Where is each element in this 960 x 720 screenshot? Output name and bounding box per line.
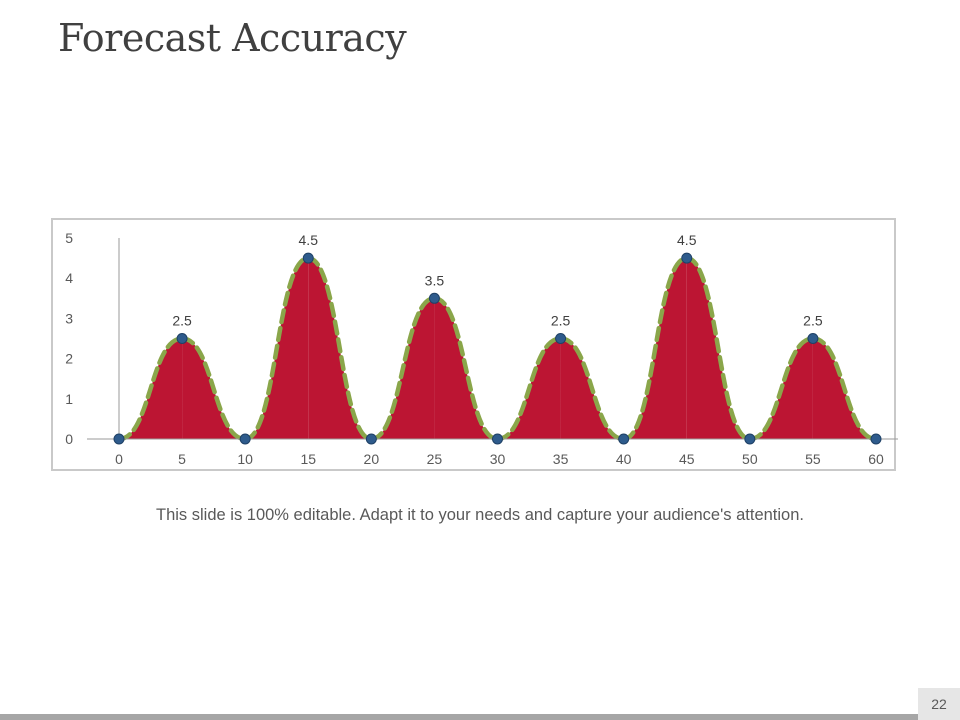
data-label: 4.5 [677, 232, 697, 248]
dashed-line-segment-6 [495, 336, 563, 442]
data-label: 2.5 [172, 313, 192, 329]
area-segment-4 [371, 298, 435, 439]
slide-title: Forecast Accuracy [58, 16, 407, 60]
dashed-line-segment-0 [116, 336, 185, 442]
chart-frame: 0 1 2 3 4 5 0 5 10 15 20 25 30 35 40 45 50 55 60 2.5 4.5 3.5 2… [51, 218, 898, 471]
y-tick-label: 3 [65, 310, 73, 326]
data-label: 3.5 [425, 272, 445, 288]
x-tick-label: 60 [868, 451, 884, 467]
data-point-marker [744, 433, 756, 445]
data-label: 4.5 [299, 232, 319, 248]
x-tick-label: 55 [805, 451, 821, 467]
y-tick-label: 0 [65, 431, 73, 447]
y-tick-label: 1 [65, 391, 73, 407]
x-tick-label: 20 [364, 451, 380, 467]
x-tick-label: 35 [553, 451, 569, 467]
y-tick-label: 2 [65, 351, 73, 367]
data-point-marker [618, 433, 630, 445]
dashed-trend-lines [116, 255, 879, 442]
data-point-marker [681, 252, 693, 264]
dashed-line-segment-3 [306, 255, 374, 442]
y-tick-label: 5 [65, 230, 73, 246]
dashed-line-segment-11 [810, 336, 879, 442]
x-tick-label: 15 [300, 451, 316, 467]
page-number: 22 [918, 688, 960, 720]
x-tick-label: 30 [490, 451, 506, 467]
data-point-marker [302, 252, 314, 264]
dashed-line-segment-1 [179, 336, 248, 442]
x-tick-label: 45 [679, 451, 695, 467]
data-point-marker [870, 433, 882, 445]
y-tick-label: 4 [65, 270, 73, 286]
x-tick-label: 0 [115, 451, 123, 467]
data-point-marker [428, 292, 440, 304]
area-fills [119, 258, 876, 439]
data-point-marker [239, 433, 251, 445]
data-point-marker [365, 433, 377, 445]
data-label: 2.5 [803, 313, 823, 329]
x-tick-label: 25 [427, 451, 443, 467]
data-label: 2.5 [551, 313, 571, 329]
dashed-line-segment-7 [558, 336, 626, 442]
data-point-marker [113, 433, 125, 445]
dashed-line-segment-2 [242, 255, 311, 442]
data-point-marker [807, 333, 819, 344]
slide-caption: This slide is 100% editable. Adapt it to… [156, 506, 804, 524]
data-markers [113, 252, 882, 445]
dashed-line-segment-8 [621, 255, 689, 442]
x-tick-label: 5 [178, 451, 186, 467]
dashed-line-segment-5 [432, 296, 500, 442]
x-tick-label: 10 [237, 451, 253, 467]
x-tick-label: 40 [616, 451, 632, 467]
data-point-marker [176, 333, 188, 344]
data-point-marker [492, 433, 503, 445]
dashed-line-segment-4 [369, 296, 437, 442]
dashed-line-segment-9 [684, 255, 753, 442]
data-point-marker [555, 333, 567, 344]
area-segment-5 [434, 298, 498, 439]
bottom-bar [0, 714, 960, 720]
dashed-line-segment-10 [747, 336, 816, 442]
x-tick-label: 50 [742, 451, 758, 467]
